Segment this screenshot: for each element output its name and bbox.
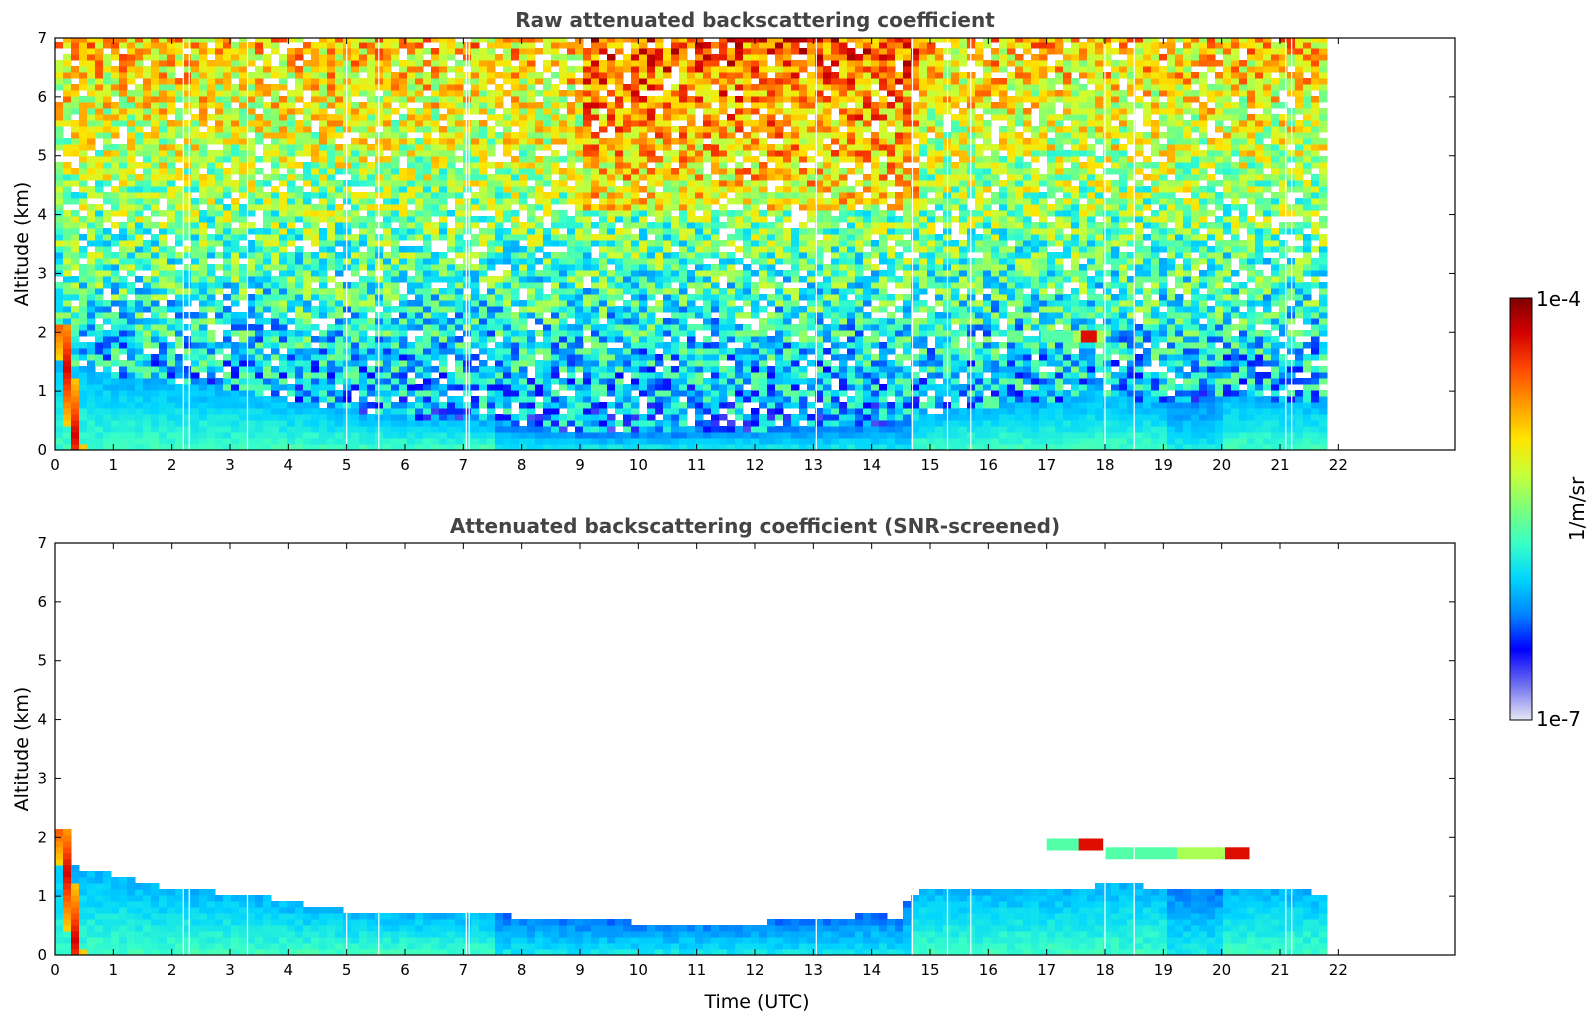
y-tick-label: 3 [37,769,47,787]
panel-title-raw: Raw attenuated backscattering coefficien… [515,8,995,32]
x-tick-label: 1 [109,456,119,474]
x-tick-label: 5 [342,456,352,474]
x-tick-label: 19 [1154,456,1173,474]
x-tick-label: 18 [1095,961,1114,979]
y-tick-label: 7 [37,534,47,552]
y-tick-label: 6 [37,593,47,611]
x-tick-label: 10 [629,961,648,979]
x-axis-label: Time (UTC) [703,991,809,1013]
x-tick-label: 4 [284,456,294,474]
x-tick-label: 10 [629,456,648,474]
x-tick-label: 9 [575,961,585,979]
x-tick-label: 3 [225,456,235,474]
x-tick-label: 12 [745,456,764,474]
colorbar-scale [1510,298,1532,720]
y-tick-label: 0 [37,946,47,964]
x-tick-label: 4 [284,961,294,979]
x-tick-label: 17 [1037,961,1056,979]
y-tick-label: 0 [37,441,47,459]
colorbar-units-label: 1/m/sr [1565,476,1589,541]
x-tick-label: 16 [979,961,998,979]
y-tick-label: 2 [37,323,47,341]
x-tick-label: 15 [920,456,939,474]
y-tick-label: 5 [37,652,47,670]
x-tick-label: 1 [109,961,119,979]
x-tick-label: 6 [400,961,410,979]
heatmap-screened [55,543,1328,956]
y-tick-label: 4 [37,711,47,729]
x-tick-label: 15 [920,961,939,979]
y-tick-label: 4 [37,206,47,224]
x-tick-label: 8 [517,961,527,979]
x-tick-label: 6 [400,456,410,474]
x-tick-label: 19 [1154,961,1173,979]
x-tick-label: 17 [1037,456,1056,474]
x-tick-label: 16 [979,456,998,474]
y-axis-label-raw: Altitude (km) [11,182,33,307]
x-tick-label: 8 [517,456,527,474]
y-tick-label: 6 [37,88,47,106]
x-tick-label: 20 [1212,456,1231,474]
x-tick-label: 21 [1270,456,1289,474]
colorbar: 1e-4 1e-7 1/m/sr [1510,287,1589,731]
x-tick-label: 12 [745,961,764,979]
y-tick-label: 2 [37,828,47,846]
x-tick-label: 11 [687,456,706,474]
x-tick-label: 22 [1329,961,1348,979]
x-tick-label: 9 [575,456,585,474]
y-axis-label-screened: Altitude (km) [11,687,33,812]
x-tick-label: 22 [1329,456,1348,474]
colorbar-max-label: 1e-4 [1536,287,1581,311]
x-tick-label: 2 [167,961,177,979]
x-tick-label: 5 [342,961,352,979]
x-tick-label: 0 [50,456,60,474]
y-tick-label: 7 [37,29,47,47]
y-tick-label: 3 [37,264,47,282]
panel-title-screened: Attenuated backscattering coefficient (S… [450,514,1060,538]
x-tick-label: 0 [50,961,60,979]
x-tick-label: 7 [459,456,469,474]
heatmap-raw [55,36,1328,451]
y-tick-label: 1 [37,382,47,400]
x-tick-label: 2 [167,456,177,474]
x-tick-label: 13 [804,456,823,474]
panel-screened: Attenuated backscattering coefficient (S… [11,514,1455,1013]
x-tick-label: 14 [862,456,881,474]
x-tick-label: 3 [225,961,235,979]
colorbar-min-label: 1e-7 [1536,707,1581,731]
x-tick-label: 7 [459,961,469,979]
x-tick-label: 13 [804,961,823,979]
y-tick-label: 1 [37,887,47,905]
x-tick-label: 18 [1095,456,1114,474]
panel-raw: Raw attenuated backscattering coefficien… [11,8,1455,474]
x-tick-label: 20 [1212,961,1231,979]
y-tick-label: 5 [37,147,47,165]
x-tick-label: 14 [862,961,881,979]
x-tick-label: 11 [687,961,706,979]
x-tick-label: 21 [1270,961,1289,979]
